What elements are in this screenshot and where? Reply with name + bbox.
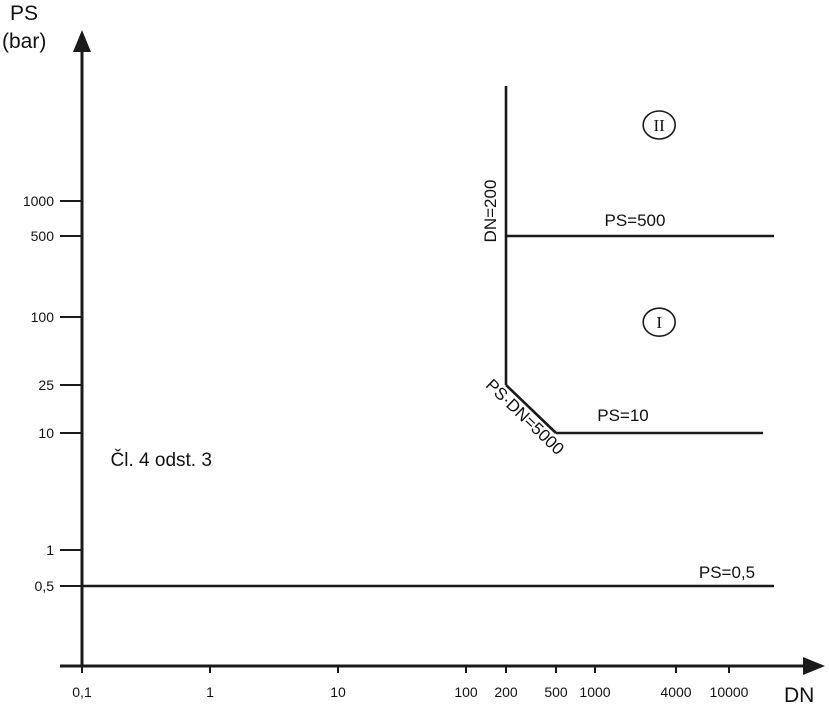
- region-I-circle: [642, 307, 676, 337]
- y-tick-label: 500: [31, 228, 55, 244]
- y-tick-label: 0,5: [35, 578, 55, 594]
- y-tick-label: 1000: [23, 193, 54, 209]
- annotation-note: Čl. 4 odst. 3: [111, 449, 212, 471]
- x-tick-label: 4000: [660, 684, 691, 700]
- y-ticks: 0,5 1 10 25 100 500 1000: [23, 193, 82, 594]
- x-tick-label: 100: [454, 684, 478, 700]
- x-ticks: 0,1 1 10 100 200 500 1000 4000 10000: [72, 666, 749, 700]
- x-tick-label: 200: [494, 684, 518, 700]
- region-II-label: II: [654, 116, 666, 135]
- regions: III: [642, 110, 676, 337]
- boundary-psdn5000: [505, 384, 557, 434]
- label-psdn5000: PS·DN=5000: [482, 375, 568, 458]
- y-tick-label: 100: [31, 309, 55, 325]
- label-ps05: PS=0,5: [699, 563, 755, 582]
- annotations: Čl. 4 odst. 3: [111, 449, 212, 471]
- label-ps10: PS=10: [597, 406, 649, 425]
- x-tick-label: 10: [330, 684, 346, 700]
- boundary-lines: DN=200 PS=500 PS=10 PS=0,5 PS·DN=5000: [82, 86, 774, 588]
- x-axis-arrow: [803, 657, 825, 675]
- y-axis-title-line-1: PS: [10, 2, 38, 25]
- y-axis-title-line-2: (bar): [2, 30, 46, 53]
- x-tick-label: 1: [206, 684, 214, 700]
- label-ps500: PS=500: [605, 211, 666, 230]
- region-II-circle: [642, 110, 676, 140]
- x-tick-label: 1000: [579, 684, 610, 700]
- x-axis-title: DN: [784, 684, 814, 707]
- label-dn200: DN=200: [481, 180, 500, 243]
- x-tick-label: 10000: [710, 684, 749, 700]
- y-tick-label: 1: [46, 542, 54, 558]
- x-tick-label: 0,1: [72, 684, 92, 700]
- y-tick-label: 10: [38, 425, 54, 441]
- y-tick-label: 25: [38, 377, 54, 393]
- region-I-label: I: [656, 313, 662, 332]
- x-tick-label: 500: [544, 684, 568, 700]
- y-axis-arrow: [73, 30, 91, 52]
